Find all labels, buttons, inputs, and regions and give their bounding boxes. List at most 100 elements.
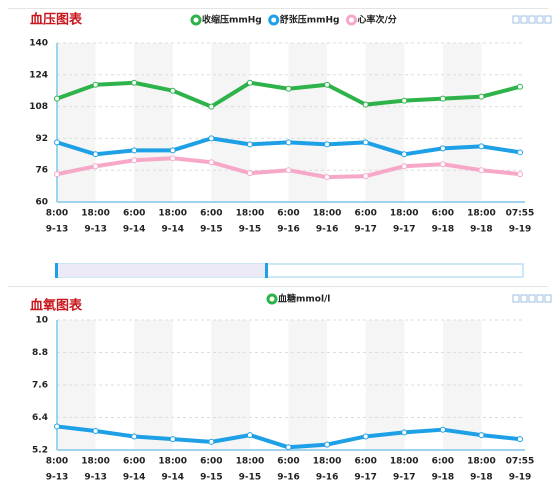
data-point xyxy=(324,441,331,448)
data-point xyxy=(131,433,138,440)
y-tick-label: 76 xyxy=(35,166,48,176)
x-tick-label: 9-15 xyxy=(200,473,223,483)
divider xyxy=(8,286,548,287)
toolbar-icon xyxy=(528,15,536,24)
y-tick-label: 8.8 xyxy=(32,348,48,358)
x-tick-label: 9-19 xyxy=(509,473,532,483)
x-tick-label: 8:00 xyxy=(46,209,68,219)
x-tick-label: 8:00 xyxy=(46,457,68,467)
data-point xyxy=(439,161,446,168)
data-point xyxy=(54,171,60,178)
data-point xyxy=(517,436,523,443)
data-point xyxy=(208,159,215,166)
toolbar-icon xyxy=(544,294,552,303)
y-tick-label: 7.6 xyxy=(32,381,48,391)
toolbar-icon xyxy=(520,294,528,303)
x-tick-label: 9-15 xyxy=(239,473,262,483)
x-tick-label: 07:55 xyxy=(506,457,535,467)
data-point xyxy=(439,95,446,102)
plot-stripe xyxy=(211,43,250,202)
data-point xyxy=(439,426,446,433)
data-point xyxy=(54,95,60,102)
x-tick-label: 18:00 xyxy=(81,457,110,467)
toolbar-icon xyxy=(544,15,552,24)
slider-handle[interactable] xyxy=(55,263,58,278)
data-point xyxy=(246,79,253,86)
x-tick-label: 18:00 xyxy=(236,457,265,467)
plot-stripe xyxy=(57,43,96,202)
plot-stripe xyxy=(288,43,328,202)
data-point xyxy=(92,163,99,170)
x-tick-label: 9-18 xyxy=(470,225,493,235)
x-tick-label: 9-17 xyxy=(393,225,416,235)
data-point xyxy=(169,436,176,443)
y-tick-label: 5.2 xyxy=(32,446,48,456)
slider-range[interactable] xyxy=(57,264,267,277)
y-tick-label: 140 xyxy=(29,39,48,49)
x-tick-label: 18:00 xyxy=(158,209,187,219)
x-tick-label: 6:00 xyxy=(277,457,299,467)
data-point xyxy=(169,87,176,94)
data-point xyxy=(401,429,408,436)
data-point xyxy=(169,147,176,154)
plot-stripe xyxy=(365,43,405,202)
y-tick-label: 60 xyxy=(35,198,48,208)
x-tick-label: 6:00 xyxy=(200,209,222,219)
y-tick-label: 92 xyxy=(35,134,48,144)
x-tick-label: 9-15 xyxy=(200,225,223,235)
x-tick-label: 6:00 xyxy=(277,209,299,219)
x-tick-label: 9-13 xyxy=(84,225,107,235)
data-point xyxy=(92,151,99,158)
x-tick-label: 9-14 xyxy=(161,225,184,235)
x-tick-label: 9-17 xyxy=(354,473,377,483)
toolbar-icon xyxy=(528,294,536,303)
y-tick-label: 108 xyxy=(29,102,48,112)
data-point xyxy=(131,79,138,86)
x-tick-label: 9-14 xyxy=(161,473,184,483)
x-tick-label: 18:00 xyxy=(313,209,342,219)
x-tick-label: 6:00 xyxy=(354,209,376,219)
x-tick-label: 18:00 xyxy=(390,209,419,219)
x-tick-label: 9-16 xyxy=(277,225,300,235)
legend-marker xyxy=(190,14,202,26)
slider-handle[interactable] xyxy=(265,263,268,278)
x-tick-label: 18:00 xyxy=(236,209,265,219)
data-point xyxy=(285,444,292,451)
divider xyxy=(8,8,548,9)
chart-title: 血压图表 xyxy=(30,12,83,28)
data-point xyxy=(208,103,215,110)
legend-marker xyxy=(268,14,280,26)
x-tick-label: 9-18 xyxy=(470,473,493,483)
x-tick-label: 9-16 xyxy=(316,225,339,235)
plot-stripe xyxy=(442,43,482,202)
data-point xyxy=(478,432,485,439)
x-tick-label: 07:55 xyxy=(506,209,535,219)
y-tick-label: 6.4 xyxy=(32,413,48,423)
x-tick-label: 9-16 xyxy=(316,473,339,483)
data-point xyxy=(169,155,176,162)
data-point xyxy=(401,163,408,170)
x-tick-label: 9-15 xyxy=(239,225,262,235)
x-tick-label: 9-16 xyxy=(277,473,300,483)
x-tick-label: 6:00 xyxy=(123,209,145,219)
data-point xyxy=(517,149,523,156)
toolbar-icon xyxy=(520,15,528,24)
toolbar-icon xyxy=(536,294,544,303)
slider[interactable] xyxy=(55,263,524,278)
legend-label: 收缩压mmHg xyxy=(202,14,262,26)
x-tick-label: 9-14 xyxy=(123,225,146,235)
x-tick-label: 18:00 xyxy=(81,209,110,219)
data-point xyxy=(285,167,292,174)
data-point xyxy=(324,141,331,148)
legend-label: 心率次/分 xyxy=(357,14,396,26)
x-tick-label: 9-13 xyxy=(46,225,69,235)
plot-stripe xyxy=(365,320,405,450)
x-tick-label: 6:00 xyxy=(432,209,454,219)
data-point xyxy=(324,174,331,181)
x-tick-label: 9-18 xyxy=(432,473,455,483)
data-point xyxy=(208,135,215,142)
x-tick-label: 6:00 xyxy=(200,457,222,467)
x-tick-label: 6:00 xyxy=(123,457,145,467)
y-tick-label: 10 xyxy=(35,316,48,326)
